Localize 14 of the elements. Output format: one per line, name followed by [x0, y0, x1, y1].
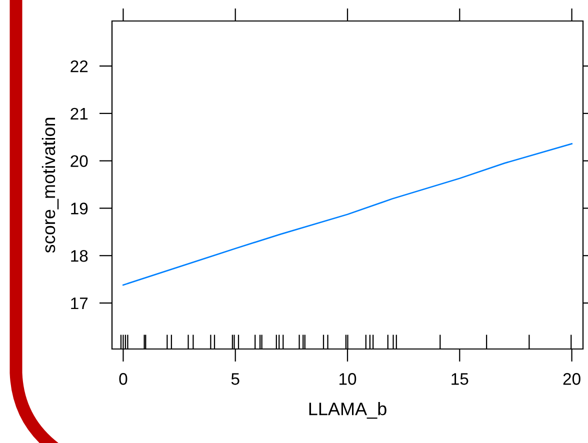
x-tick-label: 20 — [563, 373, 580, 385]
y-axis-title: score_motivation — [42, 118, 59, 253]
x-tick-label: 5 — [231, 373, 240, 385]
x-tick-label: 10 — [340, 373, 356, 385]
y-tick-label: 17 — [71, 298, 88, 310]
y-tick-label: 18 — [71, 250, 88, 262]
x-tick-label: 15 — [452, 373, 468, 385]
y-tick-label: 20 — [70, 155, 88, 168]
line-series — [122, 143, 572, 286]
x-tick-label: 0 — [119, 373, 128, 385]
x-axis-title: LLAMA_b — [309, 402, 386, 419]
y-tick-label: 19 — [71, 202, 88, 214]
y-tick-label: 22 — [70, 60, 88, 72]
y-tick-label: 21 — [70, 108, 88, 120]
